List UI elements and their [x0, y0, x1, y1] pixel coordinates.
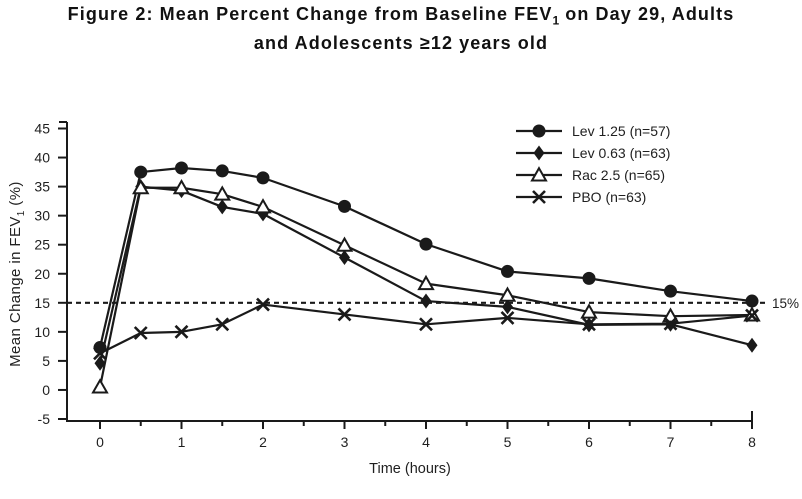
- pbo-marker: [337, 307, 352, 322]
- x-tick-label: 0: [96, 434, 104, 450]
- lev-1-25-legend-marker: [532, 124, 546, 138]
- y-tick-label: 0: [42, 382, 50, 398]
- rac-2-5-marker: [335, 236, 354, 252]
- pbo-marker: [215, 317, 230, 332]
- series-line-lev-1-25: [98, 166, 753, 348]
- y-tick-label: 25: [34, 237, 50, 253]
- legend-item-rac-2-5: Rac 2.5 (n=65): [516, 166, 665, 183]
- pbo-marker: [174, 324, 189, 339]
- x-tick-label: 4: [422, 434, 430, 450]
- title-text-post: on Day 29, Adults: [559, 4, 735, 24]
- lev-0-63-marker: [94, 355, 106, 371]
- y-tick-label: 15: [34, 295, 50, 311]
- x-tick-label: 1: [178, 434, 186, 450]
- lev-1-25-marker: [338, 199, 351, 213]
- lev-1-25-marker: [582, 271, 596, 285]
- legend-label-lev-0-63: Lev 0.63 (n=63): [572, 145, 670, 161]
- y-tick-label: 30: [34, 208, 50, 224]
- pbo-marker: [663, 316, 678, 331]
- lev-1-25-marker: [745, 294, 759, 308]
- x-tick-label: 7: [667, 434, 675, 450]
- y-tick-label: 40: [34, 150, 50, 166]
- lev-1-25-marker: [501, 264, 514, 278]
- lev-1-25-marker: [93, 341, 107, 355]
- lev-0-63-marker: [502, 299, 513, 315]
- lev-0-63-marker: [216, 199, 228, 215]
- figure-title: Figure 2: Mean Percent Change from Basel…: [0, 3, 802, 54]
- rac-2-5-marker: [172, 178, 191, 195]
- series-line-pbo: [99, 303, 753, 355]
- lev-1-25-marker: [419, 237, 433, 251]
- rac-2-5-marker: [132, 178, 150, 195]
- lev-1-25-marker: [256, 171, 270, 185]
- series-markers-rac-2-5: [91, 178, 761, 394]
- y-tick-label: 35: [34, 179, 50, 195]
- lev-1-25-marker: [134, 165, 148, 179]
- x-tick-label: 6: [585, 434, 593, 450]
- x-tick-label: 3: [341, 434, 349, 450]
- legend-item-pbo: PBO (n=63): [516, 189, 646, 205]
- pbo-marker: [256, 297, 270, 312]
- x-axis-title: Time (hours): [369, 461, 451, 477]
- y-tick-label: 45: [34, 121, 50, 137]
- y-tick-label: 10: [34, 324, 50, 340]
- rac-2-5-marker: [213, 185, 231, 201]
- x-tick-label: 8: [748, 434, 756, 450]
- title-subscript: 1: [552, 13, 560, 28]
- rac-2-5-marker: [580, 303, 598, 319]
- lev-1-25-marker: [175, 161, 188, 175]
- lev-0-63-legend-marker: [533, 145, 545, 161]
- rac-2-5-marker: [91, 378, 109, 394]
- figure-title-line2: and Adolescents ≥12 years old: [253, 32, 549, 53]
- pbo-legend-marker: [532, 190, 546, 204]
- rac-2-5-marker: [417, 274, 435, 291]
- y-tick-label: -5: [38, 411, 51, 427]
- y-tick-label: 5: [42, 353, 50, 369]
- lev-0-63-marker: [746, 337, 758, 353]
- rac-2-5-marker: [254, 198, 272, 214]
- legend-label-lev-1-25: Lev 1.25 (n=57): [572, 123, 670, 139]
- pbo-marker: [500, 310, 515, 325]
- rac-2-5-legend-marker: [530, 166, 548, 182]
- pbo-marker: [745, 308, 759, 323]
- lev-0-63-marker: [420, 293, 432, 309]
- series-markers-lev-1-25: [93, 161, 759, 355]
- title-text-pre: Figure 2: Mean Percent Change from Basel…: [67, 4, 553, 24]
- lev-0-63-marker: [339, 249, 350, 265]
- x-tick-label: 2: [259, 434, 267, 450]
- figure-title-line1: Figure 2: Mean Percent Change from Basel…: [0, 3, 802, 32]
- lev-1-25-marker: [215, 164, 229, 178]
- y-tick-label: 20: [34, 266, 50, 282]
- lev-1-25-marker: [664, 284, 677, 298]
- legend-label-rac-2-5: Rac 2.5 (n=65): [572, 167, 665, 183]
- pbo-marker: [582, 317, 596, 332]
- pbo-marker: [419, 317, 433, 332]
- series-markers-pbo: [93, 297, 759, 361]
- pbo-marker: [133, 326, 148, 340]
- reference-line-label: 15%: [772, 296, 799, 311]
- legend-item-lev-0-63: Lev 0.63 (n=63): [516, 145, 670, 161]
- legend-label-pbo: PBO (n=63): [572, 189, 646, 205]
- x-tick-label: 5: [504, 434, 512, 450]
- rac-2-5-marker: [498, 286, 517, 302]
- legend-item-lev-1-25: Lev 1.25 (n=57): [516, 123, 670, 139]
